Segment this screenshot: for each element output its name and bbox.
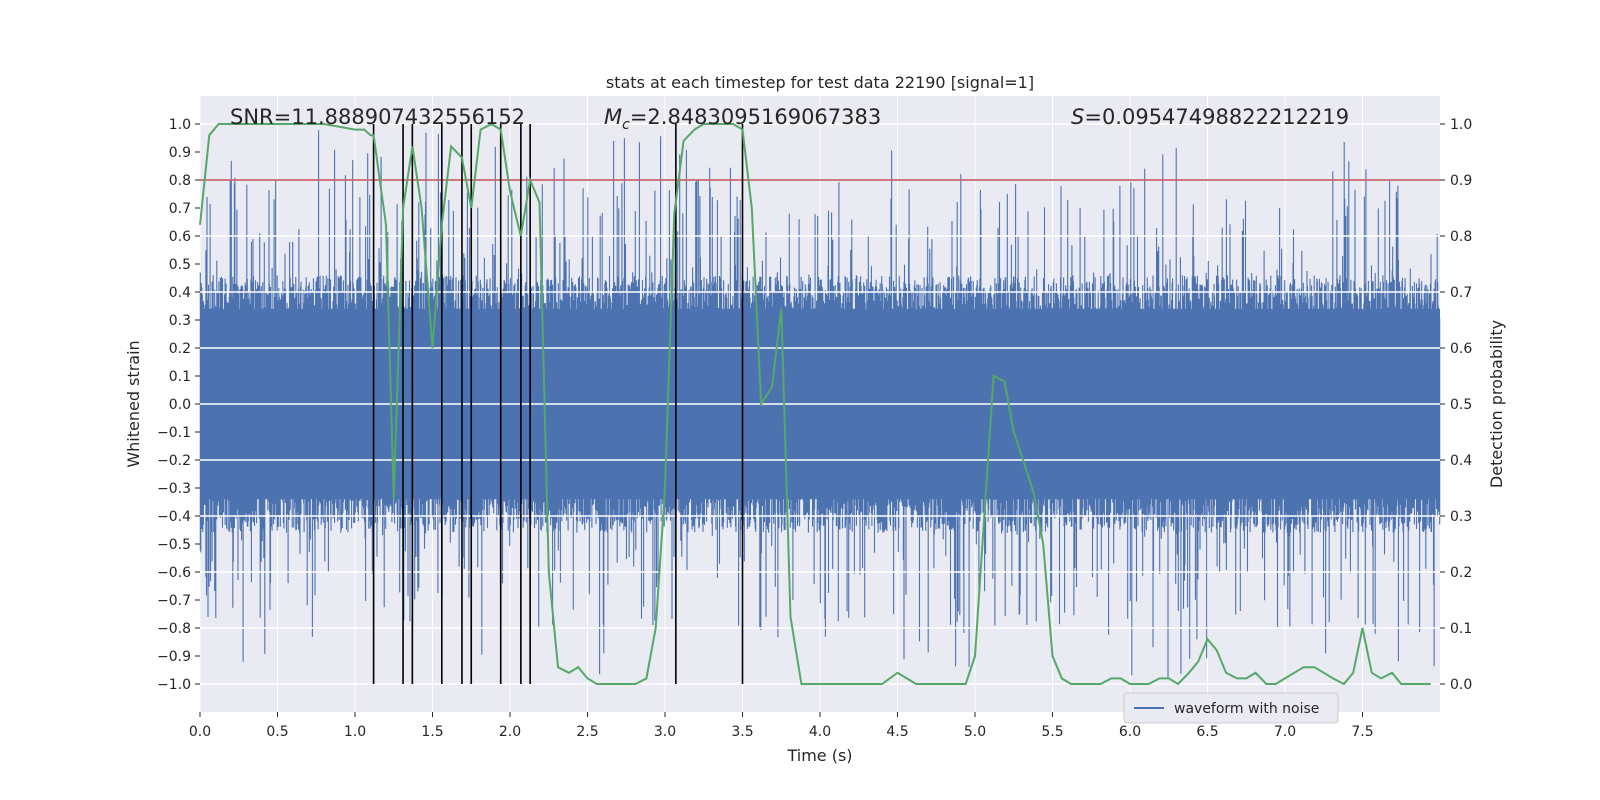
y-right-tick-label: 0.6 bbox=[1450, 341, 1472, 357]
x-tick-label: 5.5 bbox=[1041, 724, 1063, 740]
y-tick-label: −0.1 bbox=[157, 425, 191, 441]
y-tick-label: −0.4 bbox=[157, 509, 191, 525]
x-tick-label: 5.0 bbox=[964, 724, 986, 740]
y-right-tick-label: 0.2 bbox=[1450, 565, 1472, 581]
y-tick-label: 0.6 bbox=[169, 229, 191, 245]
x-axis-label: Time (s) bbox=[786, 746, 852, 765]
mc-subscript: c bbox=[622, 117, 630, 133]
y-tick-label: 0.1 bbox=[169, 369, 191, 385]
y-right-tick-label: 0.1 bbox=[1450, 621, 1472, 637]
y-tick-label: 1.0 bbox=[169, 117, 191, 133]
x-axis-ticks: 0.0 0.5 1.0 1.5 2.0 2.5 3.0 3.5 4.0 4.5 5.0 5.5 6.0 6… bbox=[189, 712, 1374, 740]
y-right-tick-label: 0.3 bbox=[1450, 509, 1472, 525]
x-tick-label: 6.0 bbox=[1119, 724, 1141, 740]
y-tick-label: 0.5 bbox=[169, 257, 191, 273]
y-right-tick-label: 0.8 bbox=[1450, 229, 1472, 245]
snr-annotation: SNR=11.888907432556152 bbox=[230, 105, 525, 129]
y-tick-label: 0.8 bbox=[169, 173, 191, 189]
y-tick-label: −0.7 bbox=[157, 593, 191, 609]
y-right-tick-label: 1.0 bbox=[1450, 117, 1472, 133]
x-tick-label: 7.0 bbox=[1274, 724, 1296, 740]
x-tick-label: 3.0 bbox=[654, 724, 676, 740]
y-axis-right-label: Detection probability bbox=[1487, 320, 1506, 488]
y-right-tick-label: 0.0 bbox=[1450, 677, 1472, 693]
x-tick-label: 2.5 bbox=[576, 724, 598, 740]
chart-title: stats at each timestep for test data 221… bbox=[606, 73, 1034, 92]
x-tick-label: 2.0 bbox=[499, 724, 521, 740]
y-right-tick-label: 0.9 bbox=[1450, 173, 1472, 189]
y-tick-label: 0.9 bbox=[169, 145, 191, 161]
mc-symbol: M bbox=[604, 105, 622, 129]
y-right-tick-label: 0.7 bbox=[1450, 285, 1472, 301]
y-tick-label: 0.3 bbox=[169, 313, 191, 329]
y-tick-label: 0.4 bbox=[169, 285, 191, 301]
y-tick-label: 0.0 bbox=[169, 397, 191, 413]
y-axis-right-ticks: 0.0 0.1 0.2 0.3 0.4 0.5 0.6 0.7 0.8 0.9 1.0 bbox=[1440, 117, 1472, 693]
y-tick-label: 0.2 bbox=[169, 341, 191, 357]
x-tick-label: 6.5 bbox=[1196, 724, 1218, 740]
x-tick-label: 3.5 bbox=[731, 724, 753, 740]
s-annotation: S=0.09547498822212219 bbox=[1071, 105, 1349, 129]
legend-label: waveform with noise bbox=[1174, 701, 1319, 717]
y-right-tick-label: 0.5 bbox=[1450, 397, 1472, 413]
x-tick-label: 1.0 bbox=[344, 724, 366, 740]
y-axis-label: Whitened strain bbox=[124, 340, 143, 467]
y-tick-label: −0.8 bbox=[157, 621, 191, 637]
x-tick-label: 4.0 bbox=[809, 724, 831, 740]
x-tick-label: 7.5 bbox=[1351, 724, 1373, 740]
y-tick-label: −0.9 bbox=[157, 649, 191, 665]
s-symbol: S bbox=[1071, 105, 1084, 129]
horizontal-grid bbox=[200, 123, 1440, 685]
y-tick-label: −0.5 bbox=[157, 537, 191, 553]
waveform-spikes bbox=[199, 130, 1441, 678]
chirp-mass-annotation: Mc=2.8483095169067383 bbox=[604, 105, 881, 133]
x-tick-label: 4.5 bbox=[886, 724, 908, 740]
mc-value: =2.8483095169067383 bbox=[630, 105, 881, 129]
y-tick-label: 0.7 bbox=[169, 201, 191, 217]
y-axis-left-ticks: −1.0 −0.9 −0.8 −0.7 −0.6 −0.5 −0.4 −0.3 −0.2 −0.1… bbox=[157, 117, 200, 693]
y-tick-label: −0.2 bbox=[157, 453, 191, 469]
y-tick-label: −0.6 bbox=[157, 565, 191, 581]
y-right-tick-label: 0.4 bbox=[1450, 453, 1472, 469]
x-tick-label: 0.0 bbox=[189, 724, 211, 740]
y-tick-label: −0.3 bbox=[157, 481, 191, 497]
x-tick-label: 0.5 bbox=[266, 724, 288, 740]
legend-box bbox=[1123, 692, 1339, 724]
y-tick-label: −1.0 bbox=[157, 677, 191, 693]
legend: waveform with noise bbox=[1123, 692, 1339, 724]
s-value: =0.09547498822212219 bbox=[1084, 105, 1349, 129]
x-tick-label: 1.5 bbox=[421, 724, 443, 740]
vertical-marker-lines bbox=[372, 124, 744, 684]
probability-line bbox=[199, 122, 1431, 686]
